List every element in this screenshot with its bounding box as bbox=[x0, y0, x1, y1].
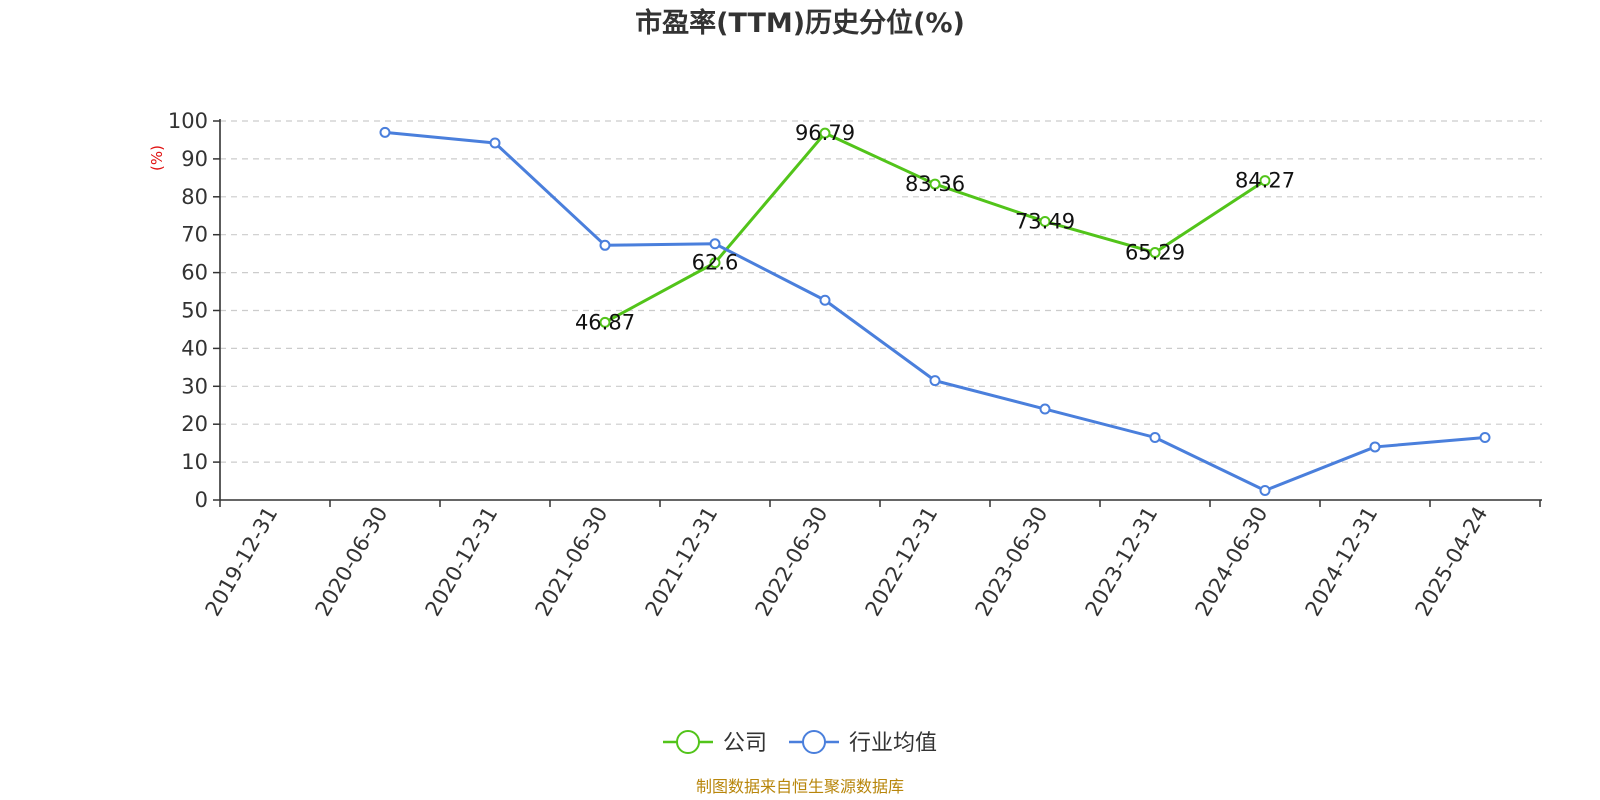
data-point-0[interactable] bbox=[1259, 175, 1271, 187]
y-tick-label: 0 bbox=[195, 488, 208, 512]
x-tick-label: 2023-12-31 bbox=[1081, 503, 1163, 621]
legend-marker-icon bbox=[802, 730, 826, 754]
y-tick-label: 100 bbox=[168, 109, 208, 133]
y-tick-label: 20 bbox=[181, 412, 208, 436]
grid-layer bbox=[220, 120, 1542, 463]
data-label: 46.87 bbox=[575, 310, 635, 334]
legend-label: 行业均值 bbox=[849, 731, 937, 756]
x-tick-label: 2023-06-30 bbox=[971, 503, 1053, 621]
data-point-1[interactable] bbox=[1259, 485, 1271, 497]
x-tick-label: 2025-04-24 bbox=[1411, 503, 1493, 621]
y-tick-label: 70 bbox=[181, 223, 208, 247]
y-tick-label: 30 bbox=[181, 374, 208, 398]
data-label: 62.6 bbox=[692, 251, 739, 275]
series-layer bbox=[379, 126, 1491, 497]
x-tick-label: 2020-06-30 bbox=[311, 503, 393, 621]
data-point-0[interactable] bbox=[819, 127, 831, 139]
data-point-1[interactable] bbox=[709, 238, 721, 250]
y-tick-label: 40 bbox=[181, 336, 208, 360]
data-point-1[interactable] bbox=[379, 126, 391, 138]
y-tick-label: 60 bbox=[181, 261, 208, 285]
x-tick-label: 2021-06-30 bbox=[531, 503, 613, 621]
data-label: 83.36 bbox=[905, 172, 965, 196]
data-point-1[interactable] bbox=[1149, 431, 1161, 443]
x-tick-label: 2022-12-31 bbox=[861, 503, 943, 621]
data-label: 73.49 bbox=[1015, 209, 1075, 233]
data-point-1[interactable] bbox=[1479, 431, 1491, 443]
y-tick-label: 50 bbox=[181, 299, 208, 323]
series-line-0 bbox=[604, 131, 1266, 324]
data-label: 65.29 bbox=[1125, 241, 1185, 265]
y-tick-label: 10 bbox=[181, 450, 208, 474]
chart-title: 市盈率(TTM)历史分位(%) bbox=[635, 7, 965, 39]
data-point-0[interactable] bbox=[1149, 247, 1161, 259]
data-point-0[interactable] bbox=[929, 178, 941, 190]
axis-layer: 0 10 20 30 40 50 60 70 80 90 100 2019-12-31 2020-06-… bbox=[168, 109, 1542, 620]
data-label: 96.79 bbox=[795, 121, 855, 145]
y-axis-label: (%) bbox=[148, 145, 166, 171]
x-tick-label: 2022-06-30 bbox=[751, 503, 833, 621]
data-point-1[interactable] bbox=[489, 137, 501, 149]
x-tick-label: 2024-12-31 bbox=[1301, 503, 1383, 621]
legend-item-0[interactable]: 公司 bbox=[663, 730, 767, 756]
y-tick-label: 90 bbox=[181, 147, 208, 171]
legend-marker-icon bbox=[676, 730, 700, 754]
data-point-1[interactable] bbox=[1039, 403, 1051, 415]
x-tick-label: 2024-06-30 bbox=[1191, 503, 1273, 621]
legend-label: 公司 bbox=[723, 731, 767, 756]
y-tick-label: 80 bbox=[181, 185, 208, 209]
x-tick-label: 2021-12-31 bbox=[641, 503, 723, 621]
data-point-0[interactable] bbox=[599, 316, 611, 328]
data-label-layer: 46.87 62.6 96.79 83.36 73.49 65.29 84.27 bbox=[575, 121, 1295, 334]
legend[interactable]: 公司 行业均值 bbox=[663, 730, 937, 756]
data-point-1[interactable] bbox=[929, 375, 941, 387]
legend-item-1[interactable]: 行业均值 bbox=[789, 730, 937, 756]
data-point-0[interactable] bbox=[1039, 215, 1051, 227]
source-note: 制图数据来自恒生聚源数据库 bbox=[696, 777, 904, 796]
data-point-1[interactable] bbox=[599, 239, 611, 251]
data-point-1[interactable] bbox=[819, 294, 831, 306]
x-tick-label: 2020-12-31 bbox=[421, 503, 503, 621]
data-label: 84.27 bbox=[1235, 169, 1295, 193]
x-tick-label: 2019-12-31 bbox=[201, 503, 283, 621]
data-point-0[interactable] bbox=[709, 257, 721, 269]
data-point-1[interactable] bbox=[1369, 441, 1381, 453]
